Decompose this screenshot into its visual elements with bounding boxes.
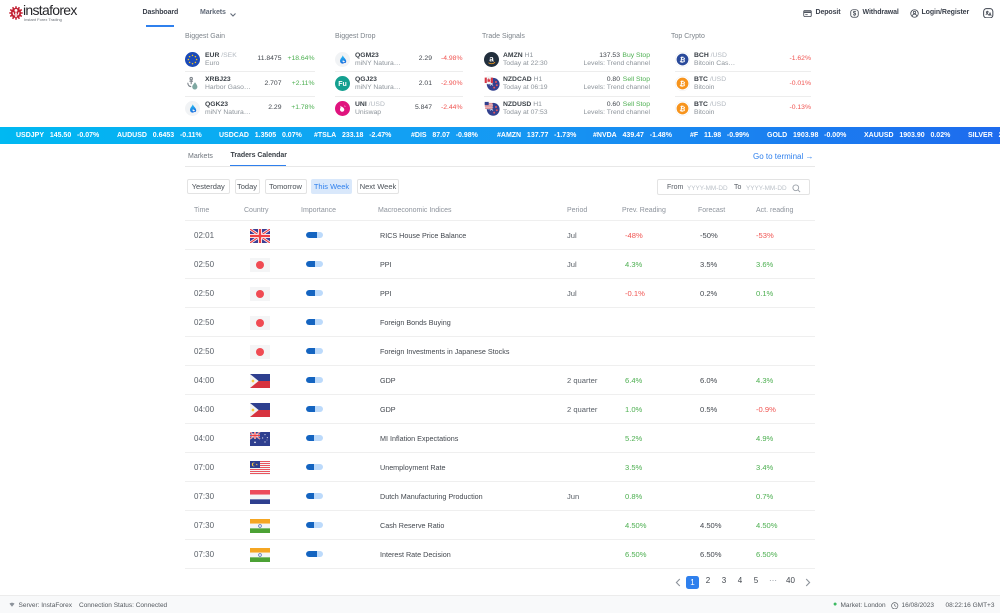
svg-text:₿: ₿ — [679, 55, 686, 64]
svg-text:Fu: Fu — [338, 81, 347, 88]
svg-text:₿: ₿ — [679, 104, 686, 113]
svg-text:a: a — [489, 54, 494, 63]
svg-text:₿: ₿ — [679, 80, 686, 89]
svg-text:$: $ — [853, 11, 857, 17]
